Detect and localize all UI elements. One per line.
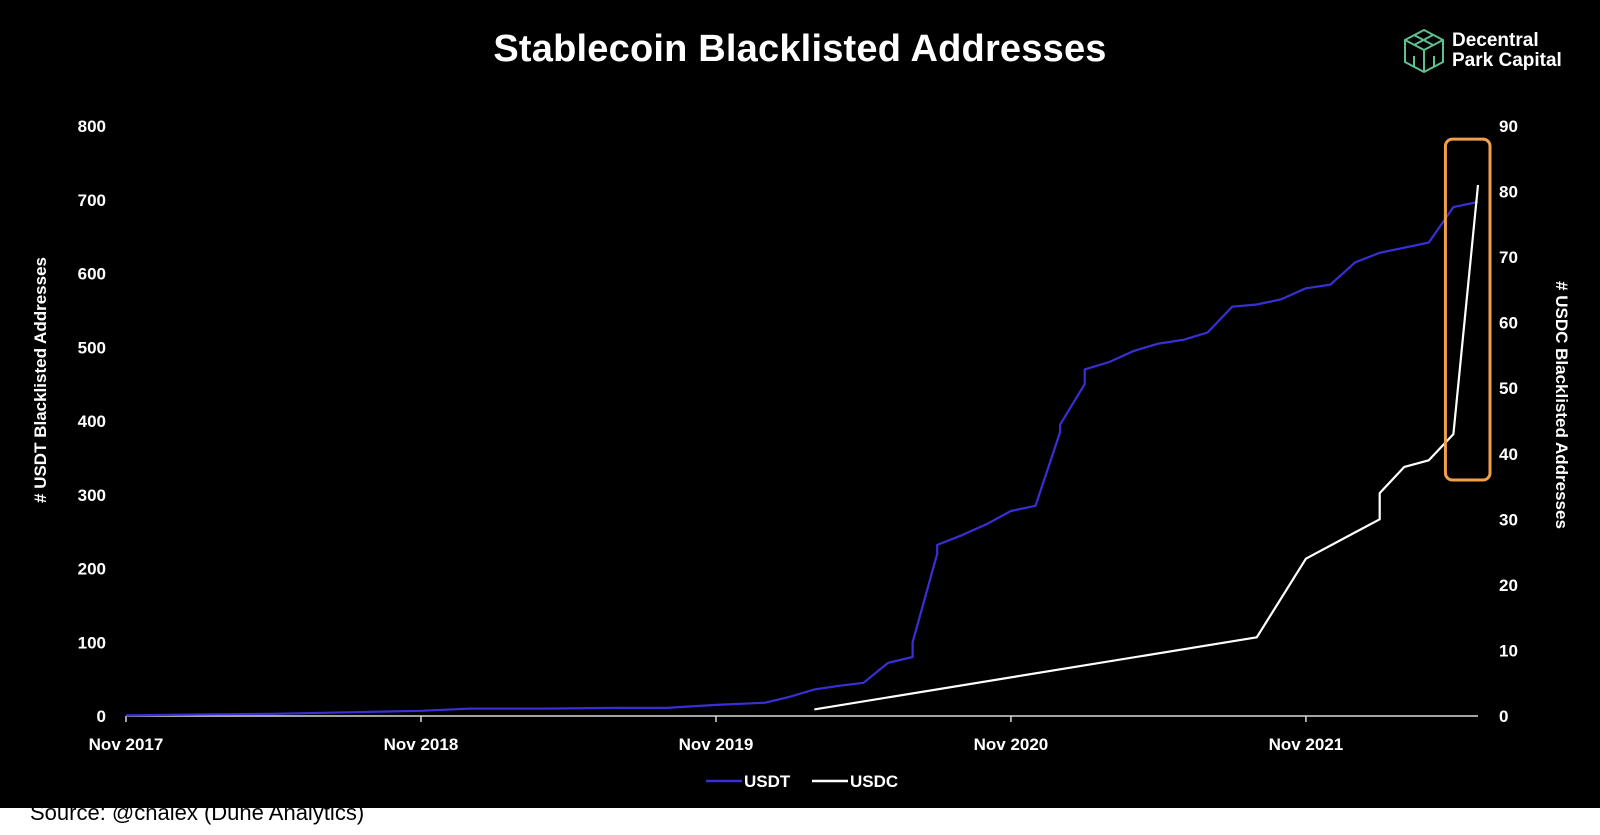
series-line-usdt — [125, 200, 1479, 717]
chart-title: Stablecoin Blacklisted Addresses — [493, 28, 1107, 70]
legend-layer: USDT USDC — [706, 772, 898, 791]
logo: Decentral Park Capital — [1402, 28, 1562, 74]
line-chart: Nov 2017 Nov 2018 Nov 2019 Nov 2020 Nov 2021… — [31, 117, 1571, 791]
y-left-tick-label: 500 — [78, 338, 106, 357]
x-tick-label: Nov 2021 — [1269, 735, 1344, 754]
legend-label-usdt: USDT — [744, 772, 791, 791]
logo-text: Decentral Park Capital — [1452, 31, 1562, 71]
y-left-tick-label: 800 — [78, 117, 106, 136]
source-note: Source: @chalex (Dune Analytics) — [30, 800, 365, 825]
y-left-tick-label: 600 — [78, 265, 106, 284]
y-left-tick-label: 400 — [78, 412, 106, 431]
y-right-axis-label: # USDC Blacklisted Addresses — [1552, 281, 1571, 529]
y-right-tick-label: 20 — [1499, 576, 1518, 595]
y-right-tick-label: 0 — [1499, 707, 1508, 726]
annotation-layer — [1443, 137, 1492, 482]
y-left-tick-label: 700 — [78, 191, 106, 210]
y-left-tick-label: 300 — [78, 486, 106, 505]
series-layer — [125, 184, 1480, 717]
x-tick-label: Nov 2018 — [384, 735, 459, 754]
logo-line-2: Park Capital — [1452, 50, 1562, 71]
series-line-usdc — [814, 184, 1480, 711]
y-right-tick-label: 10 — [1499, 641, 1518, 660]
cube-icon — [1404, 28, 1444, 74]
y-right-tick-label: 30 — [1499, 510, 1518, 529]
y-right-tick-label: 60 — [1499, 314, 1518, 333]
y-right-tick-label: 90 — [1499, 117, 1518, 136]
y-left-axis-label: # USDT Blacklisted Addresses — [31, 257, 50, 503]
y-right-tick-label: 80 — [1499, 183, 1518, 202]
logo-line-1: Decentral — [1452, 30, 1539, 51]
y-right-tick-label: 40 — [1499, 445, 1518, 464]
chart-frame: Stablecoin Blacklisted Addresses Decentr… — [0, 0, 1600, 808]
y-left-tick-label: 200 — [78, 560, 106, 579]
x-tick-label: Nov 2017 — [89, 735, 164, 754]
x-tick-label: Nov 2020 — [974, 735, 1049, 754]
highlight-box — [1443, 137, 1492, 482]
y-left-tick-label: 100 — [78, 633, 106, 652]
y-right-tick-label: 70 — [1499, 248, 1518, 267]
y-right-tick-label: 50 — [1499, 379, 1518, 398]
y-left-tick-label: 0 — [97, 707, 106, 726]
legend-label-usdc: USDC — [850, 772, 898, 791]
axes-layer: Nov 2017 Nov 2018 Nov 2019 Nov 2020 Nov 2021… — [31, 117, 1571, 754]
x-tick-label: Nov 2019 — [679, 735, 754, 754]
